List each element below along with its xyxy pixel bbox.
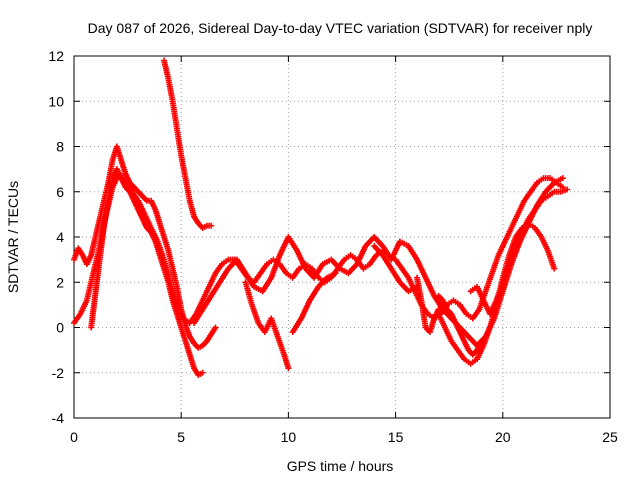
series-trace-10	[467, 186, 571, 317]
x-tick-label: 25	[602, 429, 618, 445]
y-tick-label: -2	[52, 365, 65, 381]
y-axis-label: SDTVAR / TECUs	[5, 181, 21, 293]
data-point	[564, 186, 571, 193]
y-tick-label: 4	[56, 229, 64, 245]
y-axis: -4 -2 0 2 4 6 8 10 12	[48, 48, 610, 426]
x-tick-label: 20	[495, 429, 511, 445]
y-tick-label: 6	[56, 184, 64, 200]
series-trace-7	[289, 270, 339, 336]
x-tick-label: 5	[177, 429, 185, 445]
y-tick-label: 2	[56, 274, 64, 290]
data-point	[478, 338, 485, 345]
data-series	[71, 57, 571, 379]
data-point	[212, 324, 219, 331]
series-trace-8	[414, 274, 442, 336]
data-point	[332, 270, 339, 277]
y-tick-label: 8	[56, 139, 64, 155]
data-point	[199, 369, 206, 376]
series-trace-6	[242, 279, 292, 372]
y-tick-label: 10	[48, 93, 64, 109]
data-point	[551, 265, 558, 272]
y-tick-label: 12	[48, 48, 64, 64]
series-trace-2	[161, 57, 215, 231]
data-point	[285, 365, 292, 372]
x-axis: 0 5 10 15 20 25	[70, 56, 618, 445]
chart-title: Day 087 of 2026, Sidereal Day-to-day VTE…	[88, 20, 593, 36]
y-tick-label: -4	[52, 410, 65, 426]
x-tick-label: 15	[388, 429, 404, 445]
data-point	[208, 222, 215, 229]
data-point	[559, 175, 566, 182]
series-trace-11	[435, 292, 485, 358]
x-tick-label: 10	[281, 429, 297, 445]
y-tick-label: 0	[56, 320, 64, 336]
data-point	[414, 283, 421, 290]
series-trace-4	[71, 170, 566, 326]
series-trace-12	[371, 243, 421, 295]
x-axis-label: GPS time / hours	[287, 458, 394, 474]
x-tick-label: 0	[70, 429, 78, 445]
